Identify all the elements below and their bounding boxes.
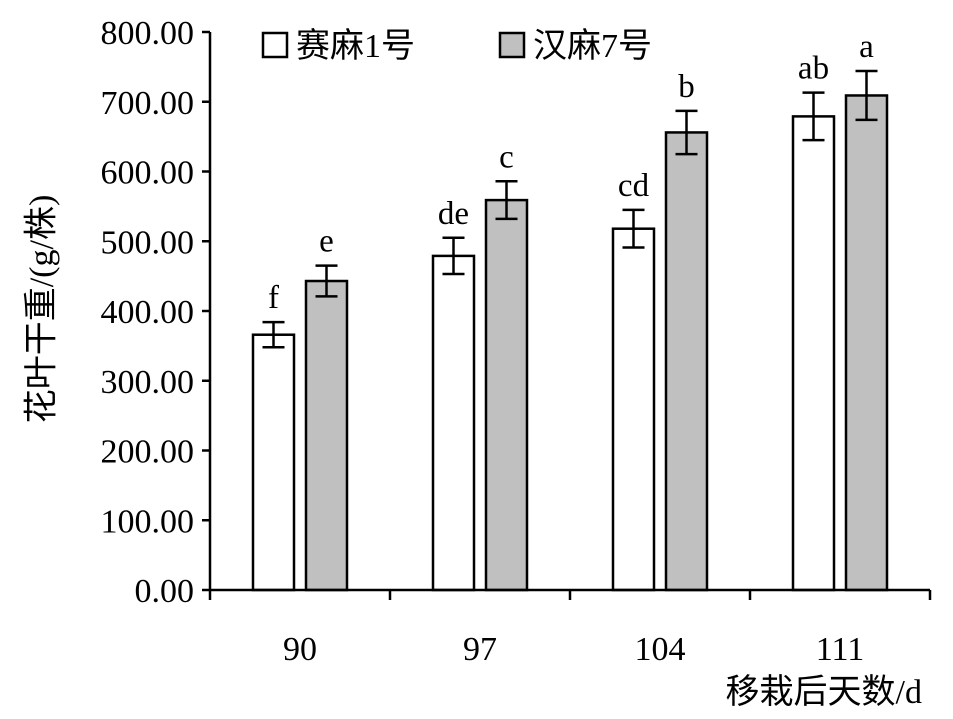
significance-label-s2-104: b [678,69,695,105]
bar-s2-97 [484,198,529,592]
bar-s1-97 [431,254,476,592]
bar-s2-111 [844,94,889,592]
axes-layer: 90 97 104 111 0.00 100.00 200.00 300.00 400.00 50… [101,15,932,668]
significance-label-s2-90: e [319,224,334,260]
significance-labels-layer: f e dec cd b aba [268,29,874,316]
error-bar-s1-104 [622,208,645,249]
y-tick-label-100: 100.00 [101,503,195,540]
legend-swatch-s1 [261,31,289,59]
legend-item-s2: 汉麻7号 [498,27,652,65]
error-bar-s2-111 [855,69,878,122]
error-bar-s2-104 [675,109,698,156]
error-bar-s1-97 [442,236,465,276]
y-axis-title: 花叶干重/(g/株) [23,195,61,424]
significance-label-s1-111: ab [798,51,829,87]
bar-s2-104 [664,131,709,592]
x-tick-label-111: 111 [816,631,864,668]
error-bars-layer [262,69,878,349]
significance-label-s2-97: c [499,139,514,175]
legend-item-s1: 赛麻1号 [261,27,415,65]
y-tick-label-200: 200.00 [101,434,195,471]
y-tick-label-0: 0.00 [135,573,195,610]
error-bar-s2-90 [315,264,338,298]
x-axis-title: 移栽后天数/d [726,673,922,711]
bars-layer [251,94,889,592]
significance-label-s2-111: a [859,29,874,65]
error-bar-s1-111 [802,91,825,142]
y-tick-label-400: 400.00 [101,294,195,331]
x-tick-label-90: 90 [283,631,317,668]
error-bar-s1-90 [262,320,285,349]
x-tick-label-104: 104 [635,631,686,668]
y-tick-label-600: 600.00 [101,155,195,192]
significance-label-s1-90: f [268,280,279,316]
legend: 赛麻1号 汉麻7号 [261,27,652,65]
y-tick-label-700: 700.00 [101,85,195,122]
significance-label-s1-97: de [438,196,469,232]
bar-s2-90 [304,279,349,592]
bar-s1-90 [251,333,296,592]
legend-label-s2: 汉麻7号 [533,27,652,65]
error-bar-s2-97 [495,180,518,221]
legend-swatch-s2 [498,31,526,59]
bar-s1-111 [791,115,836,592]
y-tick-label-300: 300.00 [101,364,195,401]
bar-s1-104 [611,227,656,592]
x-tick-label-97: 97 [463,631,497,668]
legend-label-s1: 赛麻1号 [296,27,415,65]
y-tick-label-800: 800.00 [101,15,195,52]
significance-label-s1-104: cd [618,168,650,204]
y-tick-label-500: 500.00 [101,224,195,261]
